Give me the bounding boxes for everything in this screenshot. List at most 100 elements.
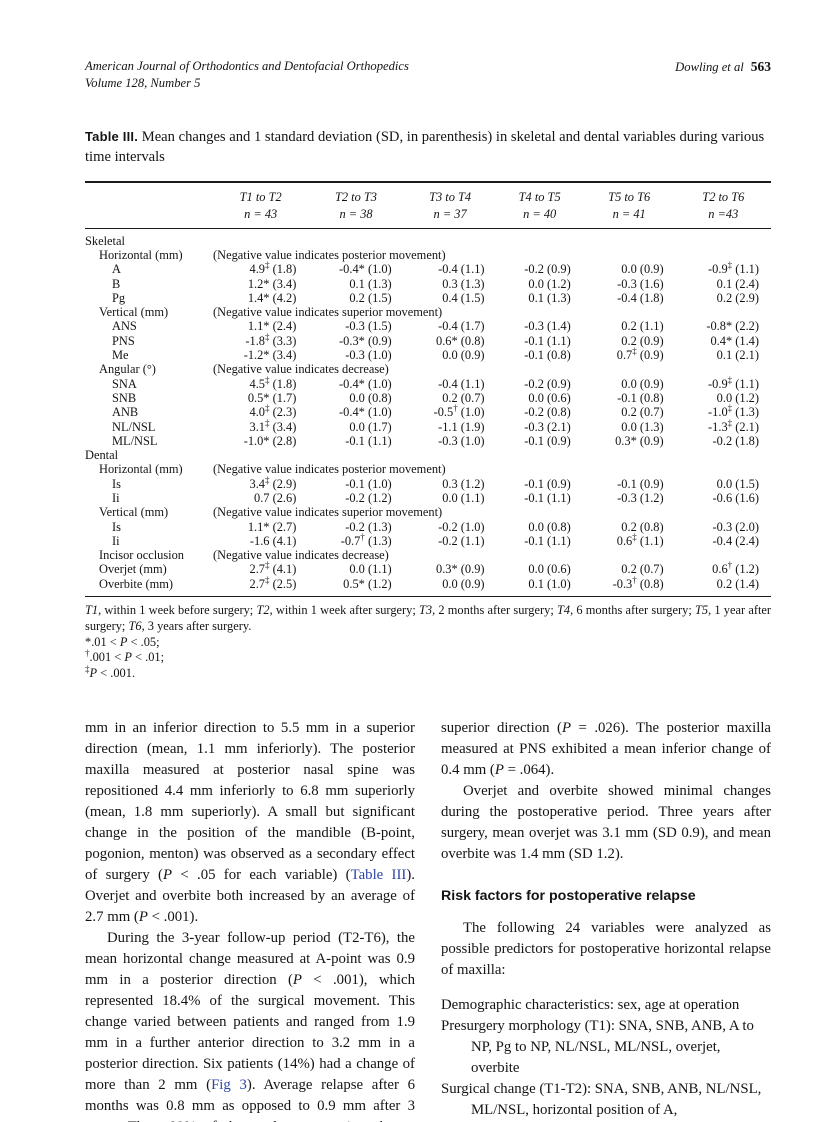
- table-cell: -1.0* (2.8): [243, 433, 297, 448]
- significance-marker: ‡: [265, 260, 270, 271]
- row-label: Horizontal (mm): [99, 462, 183, 477]
- interval-label: T3 to T4: [429, 190, 472, 205]
- row-label: Is: [112, 519, 121, 534]
- table-cell: -0.9‡ (1.1): [708, 260, 759, 277]
- table-cell: 0.4 (1.5): [442, 290, 485, 305]
- data-table: T1 to T2 n = 43 T2 to T3 n = 38 T3 to T4 n = …: [85, 181, 771, 598]
- authors: Dowling et al: [675, 60, 744, 74]
- table-row: Overjet (mm) 2.7‡ (4.1) 0.0 (1.1) 0.3* (0.9…: [85, 560, 771, 577]
- table-row: Skeletal: [85, 228, 771, 248]
- table-cell: -0.4 (1.1): [438, 262, 485, 277]
- table-cell: -1.0‡ (1.3): [708, 403, 759, 420]
- italic-text: P: [561, 720, 572, 737]
- table-cell: 0.2 (1.4): [716, 576, 759, 591]
- table-cell: -0.2 (1.2): [345, 491, 392, 505]
- table-header: T1 to T2 n = 43 T2 to T3 n = 38 T3 to T4 n = …: [85, 182, 771, 229]
- table-row: PNS -1.8‡ (3.3) -0.3* (0.9) 0.6* (0.8) -0.1 …: [85, 331, 771, 348]
- table-cell: -1.6 (4.1): [249, 533, 297, 548]
- italic-text: T5: [694, 603, 709, 618]
- significance-marker: ‡: [727, 403, 733, 414]
- significance-marker: ‡: [727, 374, 733, 385]
- table-cell: 0.0 (1.1): [442, 491, 485, 505]
- column-header: T3 to T4 n = 37: [403, 182, 497, 229]
- table-cell: 0.6† (1.2): [712, 560, 759, 577]
- section-heading: Risk factors for postoperative relapse: [441, 888, 696, 905]
- table-cell: 0.7‡ (0.9): [616, 345, 664, 363]
- text-run: < .01;: [131, 650, 165, 665]
- left-column: mm in an inferior direction to 5.5 mm in…: [85, 718, 415, 1122]
- table-cell: -1.8‡ (3.3): [245, 331, 297, 348]
- table-cell: -0.4 (1.1): [438, 376, 485, 391]
- table-cell: 4.9‡ (1.8): [249, 260, 297, 277]
- table-row: Angular (°) (Negative value indicates dec…: [85, 362, 771, 376]
- table-cell: -0.3 (1.4): [524, 319, 571, 334]
- row-label: Is: [112, 476, 121, 491]
- significance-marker: ‡: [727, 260, 733, 271]
- cross-reference-link[interactable]: Fig 3: [211, 1077, 247, 1094]
- significance-marker: ‡: [727, 417, 733, 428]
- cross-reference-link[interactable]: Table III: [350, 867, 407, 884]
- significance-marker: †: [632, 574, 637, 585]
- significance-marker: †: [360, 531, 365, 542]
- table-cell: 4.5‡ (1.8): [249, 374, 297, 391]
- text-run: = .064).: [503, 762, 555, 779]
- text-run: < .05 for each variable) (: [172, 867, 351, 884]
- table-cell: -0.1 (0.9): [524, 476, 571, 491]
- table-cell: -0.3 (1.0): [345, 348, 392, 363]
- table-cell: 0.7 (2.6): [254, 491, 297, 505]
- text-run: < .001).: [147, 909, 199, 926]
- table-cell: 0.3 (1.3): [442, 276, 485, 291]
- table-cell: 0.3 (1.2): [442, 476, 485, 491]
- table-row: ANS 1.1* (2.4) -0.3 (1.5) -0.4 (1.7) -0.3 (1…: [85, 319, 771, 333]
- row-label: NL/NSL: [112, 419, 156, 434]
- table-cell: 0.1 (2.1): [716, 348, 759, 363]
- text-run: *.01 <: [85, 634, 120, 649]
- text-run: < .001.: [97, 666, 136, 681]
- text-run: < .001), which represented 18.4% of the …: [85, 972, 415, 1094]
- text-run: The following 24 variables were analyzed…: [441, 920, 771, 979]
- right-column-mid: The following 24 variables were analyzed…: [441, 918, 771, 981]
- column-header: T2 to T6 n =43: [675, 182, 771, 229]
- row-label: Overbite (mm): [99, 576, 173, 591]
- table-row: Is 3.4‡ (2.9) -0.1 (1.0) 0.3 (1.2) -0.1 (0.9…: [85, 474, 771, 491]
- significance-marker: ‡: [632, 531, 637, 542]
- stub-header: [85, 182, 213, 229]
- text-run: ). Average relapse after 6 months was 0.…: [85, 1077, 415, 1122]
- table-cell: 0.0 (0.9): [442, 348, 485, 363]
- row-note: (Negative value indicates posterior move…: [213, 462, 446, 477]
- table-caption: Table III. Mean changes and 1 standard d…: [85, 127, 771, 168]
- paragraph: superior direction (P = .026). The poste…: [441, 718, 771, 781]
- table-cell: 0.5* (1.7): [247, 390, 297, 405]
- table-cell: -0.1 (1.1): [524, 333, 571, 348]
- paragraph: During the 3-year follow-up period (T2-T…: [85, 928, 415, 1122]
- table-row: Incisor occlusion (Negative value indicat…: [85, 548, 771, 562]
- journal-issue: Volume 128, Number 5: [85, 76, 201, 91]
- text-run: mm in an inferior direction to 5.5 mm in…: [85, 720, 415, 884]
- text-run: Overjet and overbite showed minimal chan…: [441, 783, 771, 863]
- significance-marker: ‡: [265, 574, 270, 585]
- table-cell: -0.1 (1.0): [345, 476, 392, 491]
- table-cell: -0.5† (1.0): [433, 403, 485, 420]
- table-cell: -0.2 (0.9): [524, 262, 571, 277]
- table-row: Horizontal (mm) (Negative value indicates…: [85, 462, 771, 476]
- text-run: , 3 years after surgery.: [141, 618, 252, 633]
- table-cell: -0.1 (0.9): [617, 476, 664, 491]
- text-run: , within 1 week before surgery;: [98, 603, 257, 618]
- table-cell: 0.1 (1.3): [349, 276, 392, 291]
- table-cell: 0.6* (0.8): [436, 333, 485, 348]
- table-cell: -0.3 (1.0): [438, 433, 485, 448]
- table-cell: 0.0 (1.2): [716, 390, 759, 405]
- column-header: T4 to T5 n = 40: [496, 182, 583, 229]
- table-cell: -0.2 (0.8): [524, 405, 571, 420]
- table-cell: 1.1* (2.4): [247, 319, 297, 334]
- table-cell: -1.2* (3.4): [243, 348, 297, 363]
- italic-text: P: [89, 666, 98, 681]
- table-cell: 3.1‡ (3.4): [249, 417, 297, 434]
- significance-marker: ‡: [265, 403, 270, 414]
- table-cell: 0.0 (1.2): [528, 276, 571, 291]
- empty-cell: [213, 448, 771, 462]
- table-cell: 0.0 (0.6): [528, 562, 571, 577]
- table-label: Table III.: [85, 128, 139, 144]
- row-label: Overjet (mm): [99, 562, 167, 577]
- significance-marker: ‡: [265, 474, 270, 485]
